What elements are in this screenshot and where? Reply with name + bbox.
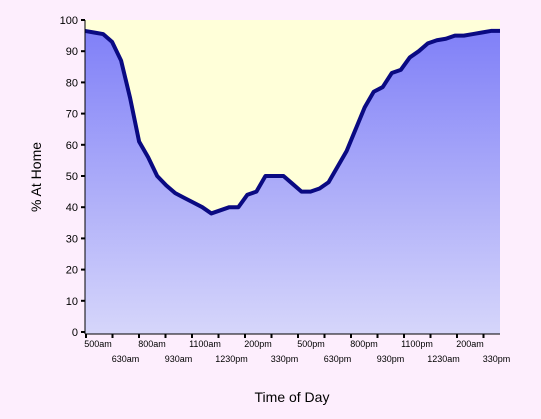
y-axis-title: % At Home — [28, 142, 44, 212]
x-tick-label: 930pm — [377, 354, 405, 364]
y-axis: 0 10 20 30 40 50 60 70 80 90 100 — [60, 15, 86, 339]
y-tick-label: 30 — [66, 233, 78, 245]
y-tick-label: 0 — [72, 327, 78, 339]
y-tick-label: 70 — [66, 109, 78, 121]
x-tick-label: 200am — [456, 339, 484, 349]
y-tick-label: 90 — [66, 46, 78, 58]
y-tick-label: 80 — [66, 77, 78, 89]
series-line — [84, 28, 500, 216]
x-tick-label: 930am — [165, 354, 193, 364]
x-tick-label: 330pm — [271, 354, 299, 364]
x-tick-label: 800pm — [350, 339, 378, 349]
y-tick-label: 60 — [66, 140, 78, 152]
x-tick-label: 330pm — [483, 354, 511, 364]
x-tick-label: 500am — [84, 339, 112, 349]
x-tick-label: 800am — [138, 339, 166, 349]
x-tick-label: 1230pm — [215, 354, 248, 364]
x-tick-label: 1100am — [189, 339, 221, 349]
x-tick-label: 630pm — [324, 354, 352, 364]
area-fill — [85, 30, 500, 334]
x-tick-label: 1100pm — [401, 339, 433, 349]
y-tick-label: 100 — [60, 15, 78, 27]
x-tick-label: 200pm — [244, 339, 272, 349]
y-tick-label: 20 — [66, 265, 78, 277]
x-tick-label: 1230am — [427, 354, 460, 364]
x-axis-title: Time of Day — [255, 389, 330, 405]
y-tick-label: 50 — [66, 171, 78, 183]
y-tick-label: 40 — [66, 202, 78, 214]
x-tick-label: 500pm — [297, 339, 325, 349]
y-tick-label: 10 — [66, 296, 78, 308]
x-tick-label: 630am — [112, 354, 140, 364]
